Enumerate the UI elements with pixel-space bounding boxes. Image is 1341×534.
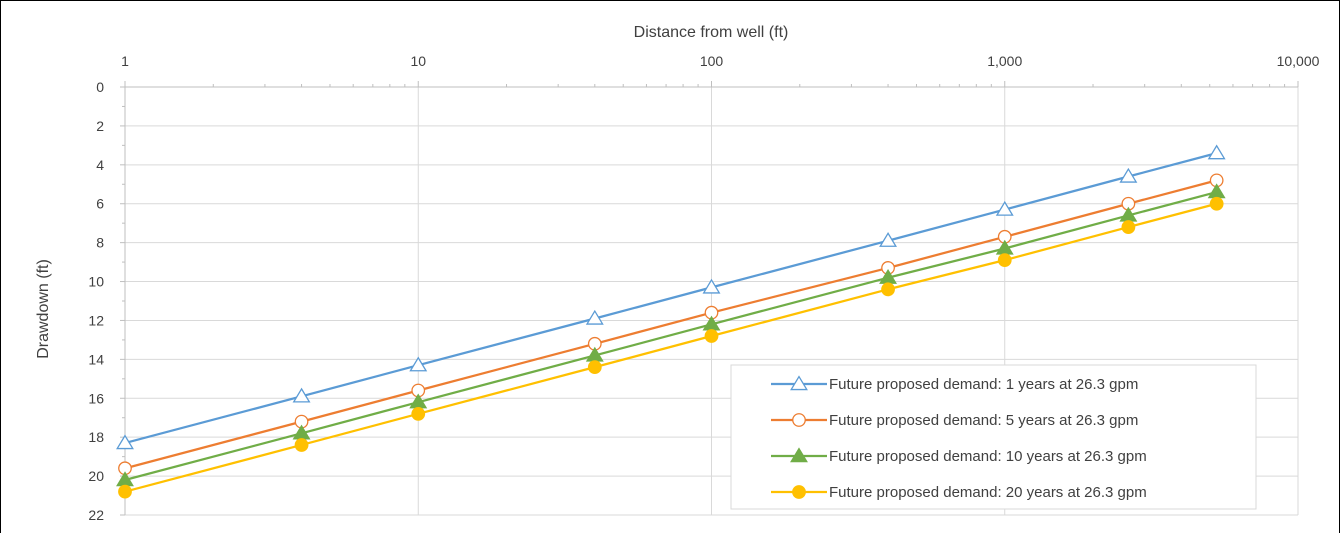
data-point [118,484,132,499]
data-point [792,413,806,427]
x-tick-label: 1,000 [987,53,1022,69]
data-point [881,282,895,297]
data-point [702,278,721,294]
data-point [1207,183,1226,199]
data-point [1119,167,1138,183]
data-point [116,434,134,450]
data-point [879,232,898,247]
y-tick-label: 4 [96,157,104,173]
data-point [995,200,1014,216]
y-tick-label: 2 [96,118,104,134]
series [118,196,1224,499]
data-point [409,356,428,372]
data-point [1207,144,1226,160]
y-tick-label: 6 [96,196,104,212]
series-lines [116,144,1226,499]
y-tick-label: 10 [88,274,104,290]
legend-entry: Future proposed demand: 5 years at 26.3 … [771,412,1138,429]
y-tick-label: 14 [88,351,104,367]
y-tick-label: 0 [96,79,104,95]
x-tick-label: 100 [700,53,724,69]
legend-label: Future proposed demand: 20 years at 26.3… [829,484,1147,501]
data-point [1209,196,1224,211]
y-tick-label: 18 [88,429,104,445]
y-tick-label: 8 [96,235,104,251]
data-point [294,438,309,452]
data-point [585,309,604,325]
legend-label: Future proposed demand: 10 years at 26.3… [829,448,1147,465]
axes: 0 2 4 6 8 10 12 14 16 18 20 22 1 10 100 1,000 10,000 [88,53,1319,523]
data-point [790,447,808,463]
series [116,144,1226,450]
series [116,183,1226,487]
data-point [1121,220,1136,234]
x-tick-label: 1 [121,53,129,69]
legend: Future proposed demand: 1 years at 26.3 … [730,364,1257,510]
legend-label: Future proposed demand: 5 years at 26.3 … [829,412,1138,429]
legend-box [730,364,1257,510]
data-point [587,360,602,375]
y-tick-label: 20 [88,468,104,484]
x-tick-label: 10 [410,53,426,69]
y-tick-label: 22 [88,507,104,523]
x-axis-title: Distance from well (ft) [634,24,789,41]
legend-label: Future proposed demand: 1 years at 26.3 … [829,376,1138,393]
legend-entry: Future proposed demand: 1 years at 26.3 … [771,375,1138,393]
y-tick-label: 16 [88,390,104,406]
data-point [790,375,808,391]
x-tick-label: 10,000 [1277,53,1320,69]
data-point [997,253,1012,268]
data-point [292,387,311,403]
legend-entry: Future proposed demand: 10 years at 26.3… [771,447,1147,465]
series [118,173,1224,476]
y-axis-title: Drawdown (ft) [35,259,52,359]
data-point [411,406,426,421]
y-tick-label: 12 [88,312,104,328]
data-point [792,485,806,499]
legend-entry: Future proposed demand: 20 years at 26.3… [771,484,1147,501]
data-point [704,329,719,343]
